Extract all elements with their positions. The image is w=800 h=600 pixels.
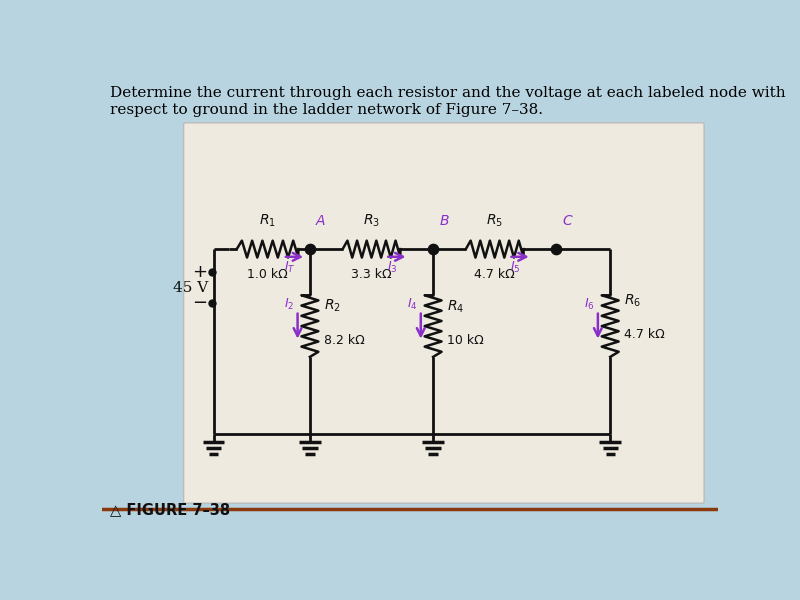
Text: 3.3 kΩ: 3.3 kΩ — [351, 268, 392, 281]
Text: −: − — [192, 294, 207, 312]
Text: A: A — [316, 214, 326, 227]
Text: +: + — [192, 263, 207, 281]
Text: Determine the current through each resistor and the voltage at each labeled node: Determine the current through each resis… — [110, 86, 786, 100]
Text: △ FIGURE 7–38: △ FIGURE 7–38 — [110, 502, 230, 517]
Text: $I_5$: $I_5$ — [510, 260, 521, 275]
Text: $I_3$: $I_3$ — [387, 260, 398, 275]
Text: 10 kΩ: 10 kΩ — [447, 334, 484, 347]
Text: $I_6$: $I_6$ — [584, 297, 594, 312]
Text: $R_2$: $R_2$ — [324, 298, 341, 314]
Text: 45 V: 45 V — [173, 281, 208, 295]
Text: 4.7 kΩ: 4.7 kΩ — [624, 328, 665, 341]
Text: $I_4$: $I_4$ — [407, 297, 418, 312]
Text: respect to ground in the ladder network of Figure 7–38.: respect to ground in the ladder network … — [110, 103, 542, 117]
Point — [550, 244, 562, 254]
Text: $R_5$: $R_5$ — [486, 212, 503, 229]
Text: $I_2$: $I_2$ — [284, 297, 294, 312]
Point — [426, 244, 439, 254]
Text: 1.0 kΩ: 1.0 kΩ — [247, 268, 288, 281]
Text: $R_1$: $R_1$ — [259, 212, 276, 229]
Text: 4.7 kΩ: 4.7 kΩ — [474, 268, 515, 281]
Text: $R_3$: $R_3$ — [363, 212, 380, 229]
Text: B: B — [439, 214, 449, 227]
Text: 8.2 kΩ: 8.2 kΩ — [324, 334, 365, 347]
Text: $R_4$: $R_4$ — [447, 299, 464, 316]
FancyBboxPatch shape — [184, 123, 704, 503]
Text: C: C — [562, 214, 572, 227]
Text: $R_6$: $R_6$ — [624, 293, 642, 309]
Point — [303, 244, 316, 254]
Text: $I_T$: $I_T$ — [285, 260, 296, 275]
